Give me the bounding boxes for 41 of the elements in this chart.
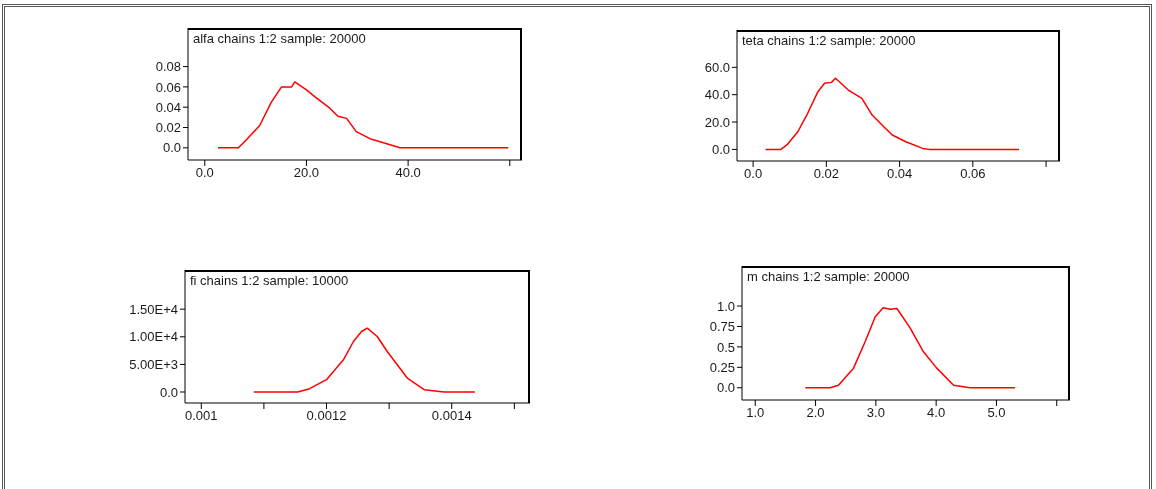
x-tick-label: 0.0012 <box>306 408 347 424</box>
y-tick-label: 1.00E+4 <box>129 329 178 345</box>
line-series <box>764 77 1020 151</box>
y-tick-label: 0.0 <box>711 141 730 157</box>
y-tick-label: 0.25 <box>709 359 735 375</box>
y-tick-label: 1.50E+4 <box>129 301 178 317</box>
x-tick-label: 20.0 <box>293 165 320 181</box>
x-tick-label: 3.0 <box>866 405 885 421</box>
x-tick-label: 1.0 <box>746 405 765 421</box>
y-tick-label: 20.0 <box>704 114 730 130</box>
chart-title: teta chains 1:2 sample: 20000 <box>742 33 916 48</box>
chart-title: alfa chains 1:2 sample: 20000 <box>193 31 366 46</box>
x-tick-label: 0.0 <box>195 165 214 181</box>
x-tick-label: 2.0 <box>806 405 825 421</box>
y-tick-label: 0.0 <box>716 380 735 396</box>
y-tick-label: 0.75 <box>709 319 735 335</box>
y-tick-label: 5.00E+3 <box>129 357 178 373</box>
x-tick-label: 0.06 <box>960 166 986 182</box>
x-tick-label: 0.0014 <box>431 408 472 424</box>
y-tick-label: 60.0 <box>704 59 730 75</box>
x-tick-label: 5.0 <box>987 405 1006 421</box>
y-tick-label: 40.0 <box>704 87 730 103</box>
y-tick-label: 0.0 <box>162 140 181 156</box>
chart-title: fi chains 1:2 sample: 10000 <box>190 273 349 288</box>
line-series <box>217 81 510 149</box>
line-series <box>253 327 476 393</box>
x-tick-label: 4.0 <box>927 405 946 421</box>
x-tick-label: 0.001 <box>185 408 218 424</box>
y-tick-label: 0.06 <box>155 79 181 95</box>
x-tick-label: 40.0 <box>395 165 421 181</box>
chart-title: m chains 1:2 sample: 20000 <box>747 269 910 284</box>
y-tick-label: 0.0 <box>159 384 178 400</box>
y-tick-label: 0.08 <box>155 59 181 75</box>
y-tick-label: 1.0 <box>716 298 735 314</box>
line-series <box>804 306 1016 389</box>
x-tick-label: 0.04 <box>886 166 913 182</box>
y-tick-label: 0.5 <box>716 339 735 355</box>
y-tick-label: 0.02 <box>155 120 181 136</box>
x-tick-label: 0.0 <box>744 166 763 182</box>
x-tick-label: 0.02 <box>813 166 840 182</box>
y-tick-label: 0.04 <box>155 99 181 115</box>
